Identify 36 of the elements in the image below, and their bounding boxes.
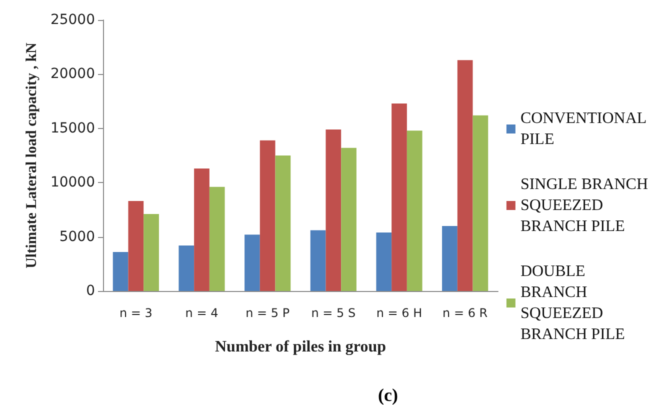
x-tick-label: n = 5 S: [311, 306, 356, 320]
y-tick-label: 20000: [50, 66, 95, 82]
bar: [376, 232, 392, 291]
bar: [442, 226, 458, 291]
bar: [209, 186, 225, 291]
bar: [144, 214, 159, 291]
bar: [244, 234, 260, 291]
bar: [457, 60, 473, 291]
legend-label: CONVENTIONAL PILE: [520, 110, 647, 148]
legend-label: DOUBLE BRANCH SQUEEZED BRANCH PILE: [520, 263, 625, 343]
bar: [112, 252, 128, 291]
x-axis-title: Number of piles in group: [215, 338, 386, 356]
legend-label: SINGLE BRANCH SQUEEZED BRANCH PILE: [520, 176, 648, 235]
x-tick-label: n = 6 R: [442, 306, 488, 320]
bar: [341, 148, 356, 291]
bar: [406, 130, 422, 291]
bar: [178, 245, 194, 291]
text: (c): [378, 385, 398, 405]
y-tick-label: 10000: [50, 174, 95, 191]
y-axis-title: Ultimate Lateral load capacity , kN: [24, 42, 40, 268]
bar: [260, 140, 276, 291]
bar: [275, 156, 291, 291]
bar: [326, 129, 342, 291]
bar: [472, 115, 488, 291]
y-tick-label: 15000: [50, 120, 95, 136]
y-tick-label: 25000: [50, 12, 95, 28]
x-tick-label: n = 3: [119, 306, 152, 320]
y-tick-label: 5000: [59, 228, 95, 245]
bar: [128, 201, 144, 291]
bar: [194, 168, 210, 291]
bar: [392, 103, 407, 291]
x-tick-label: n = 5 P: [246, 306, 290, 320]
x-tick-label: n = 4: [185, 306, 218, 320]
y-tick-label: 0: [86, 283, 95, 299]
x-tick-label: n = 6 H: [376, 306, 422, 320]
bar: [310, 230, 326, 291]
